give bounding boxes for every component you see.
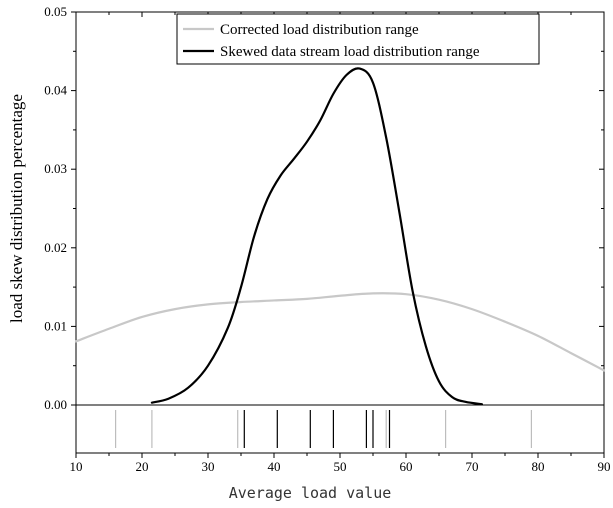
- series-line-2: [150, 67, 483, 406]
- y-axis-label: load skew distribution percentage: [7, 94, 26, 323]
- plot-frame: [75, 11, 605, 406]
- series-line-1: [74, 292, 606, 372]
- legend-box: [176, 13, 540, 65]
- rug-frame: [75, 404, 605, 454]
- x-tick-label: 20: [136, 459, 149, 474]
- y-tick-label: 0.02: [44, 240, 67, 255]
- y-tick-label: 0.03: [44, 161, 67, 176]
- x-tick-label: 90: [598, 459, 611, 474]
- x-axis-label: Average load value: [229, 484, 392, 502]
- x-tick-label: 30: [202, 459, 215, 474]
- x-tick-label: 40: [268, 459, 281, 474]
- x-tick-label: 10: [70, 459, 83, 474]
- x-tick-label: 60: [400, 459, 413, 474]
- x-tick-label: 70: [466, 459, 479, 474]
- y-tick-label: 0.01: [44, 318, 67, 333]
- x-tick-label: 50: [334, 459, 347, 474]
- x-tick-label: 80: [532, 459, 545, 474]
- y-tick-label: 0.00: [44, 397, 67, 412]
- y-tick-label: 0.05: [44, 4, 67, 19]
- y-tick-label: 0.04: [44, 83, 67, 98]
- legend-label-1: Corrected load distribution range: [220, 22, 419, 38]
- legend-label-2: Skewed data stream load distribution ran…: [220, 44, 480, 60]
